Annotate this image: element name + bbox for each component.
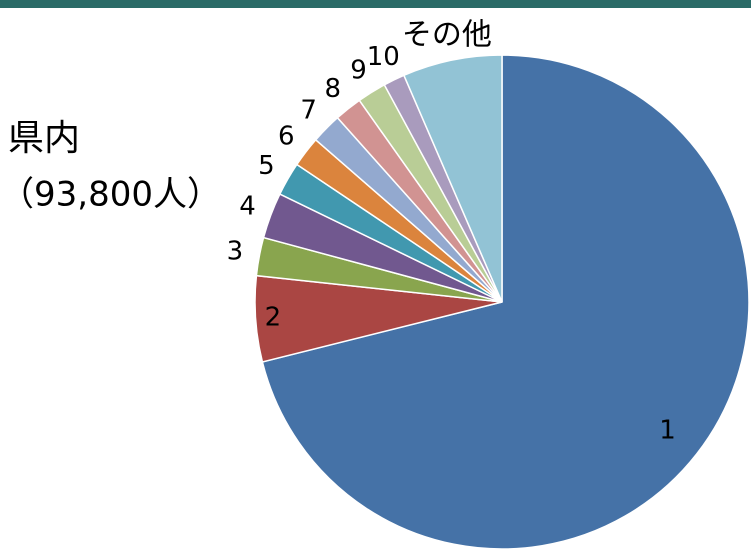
slice-label: 3 (227, 236, 244, 266)
slice-label: 5 (258, 151, 275, 181)
chart-title: 県内 (8, 118, 80, 159)
pie-slice (261, 54, 750, 550)
slice-label: 2 (265, 302, 282, 332)
chart-subtitle: （93,800人） (0, 175, 221, 215)
slice-label: 1 (659, 416, 676, 446)
slice-label: 8 (325, 74, 342, 104)
slice-label: 9 (350, 56, 367, 86)
slice-label: その他 (402, 17, 492, 52)
pie-slice (402, 54, 503, 303)
slice-label: 4 (239, 191, 256, 221)
slice-label: 7 (300, 96, 317, 126)
slice-label: 10 (367, 42, 400, 72)
slice-label: 6 (278, 121, 295, 151)
top-bar (0, 0, 751, 8)
